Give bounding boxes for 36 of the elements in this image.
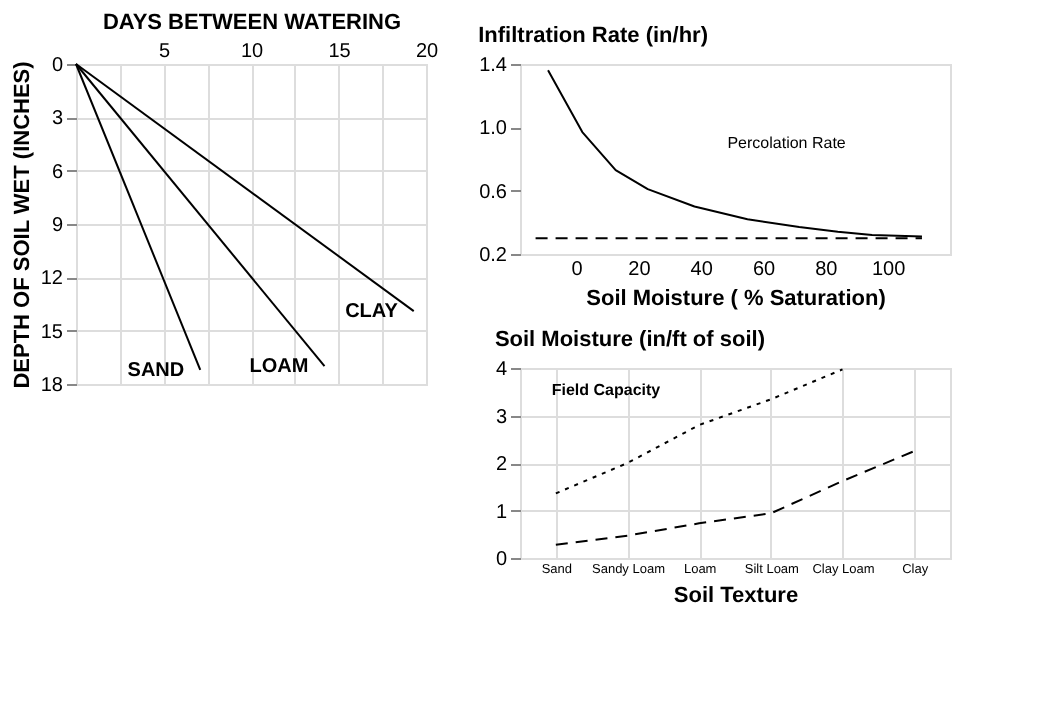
chart-title: Soil Moisture (in/ft of soil)	[494, 328, 766, 352]
series-label: CLAY	[345, 301, 399, 324]
annotation: Percolation Rate	[727, 133, 847, 152]
y-tick-label: 6	[51, 161, 64, 184]
x-tick-label: 10	[240, 41, 264, 63]
annotation: Field Capacity	[551, 380, 662, 399]
y-tick-label: 1	[495, 501, 508, 524]
y-tick-label: 12	[40, 268, 64, 291]
x-tick-label: 60	[752, 259, 777, 281]
y-tick-label: 0.6	[479, 181, 508, 204]
y-tick-label: 1.0	[479, 118, 508, 141]
x-tick-label: 5	[158, 41, 171, 63]
x-axis-title: Soil Texture	[673, 584, 799, 608]
y-tick-label: 4	[495, 359, 508, 381]
y-tick-label: 9	[51, 215, 64, 237]
y-tick-label: 0	[51, 55, 64, 77]
y-tick-label: 2	[495, 454, 508, 476]
x-tick-label: 100	[871, 259, 907, 281]
y-tick-label: 0.2	[479, 245, 508, 267]
series-label: SAND	[127, 359, 185, 382]
x-axis-title: Soil Moisture ( % Saturation)	[586, 287, 887, 311]
y-tick-label: 1.4	[479, 55, 508, 77]
x-tick-label: 20	[415, 41, 439, 63]
x-tick-label: 0	[571, 259, 584, 281]
y-axis-title: DEPTH OF SOIL WET (INCHES)	[10, 60, 35, 389]
chart-title: Infiltration Rate (in/hr)	[478, 24, 709, 48]
y-tick-label: 18	[40, 375, 64, 397]
x-axis-title: DAYS BETWEEN WATERING	[102, 11, 402, 35]
series-label: LOAM	[249, 356, 309, 379]
y-tick-label: 3	[51, 108, 64, 131]
x-tick-label: 80	[815, 259, 839, 281]
y-tick-label: 15	[40, 321, 64, 344]
x-tick-label: 40	[690, 259, 714, 281]
y-tick-label: 3	[495, 406, 508, 429]
x-tick-label: 15	[328, 41, 352, 63]
x-tick-label: 20	[628, 259, 652, 281]
